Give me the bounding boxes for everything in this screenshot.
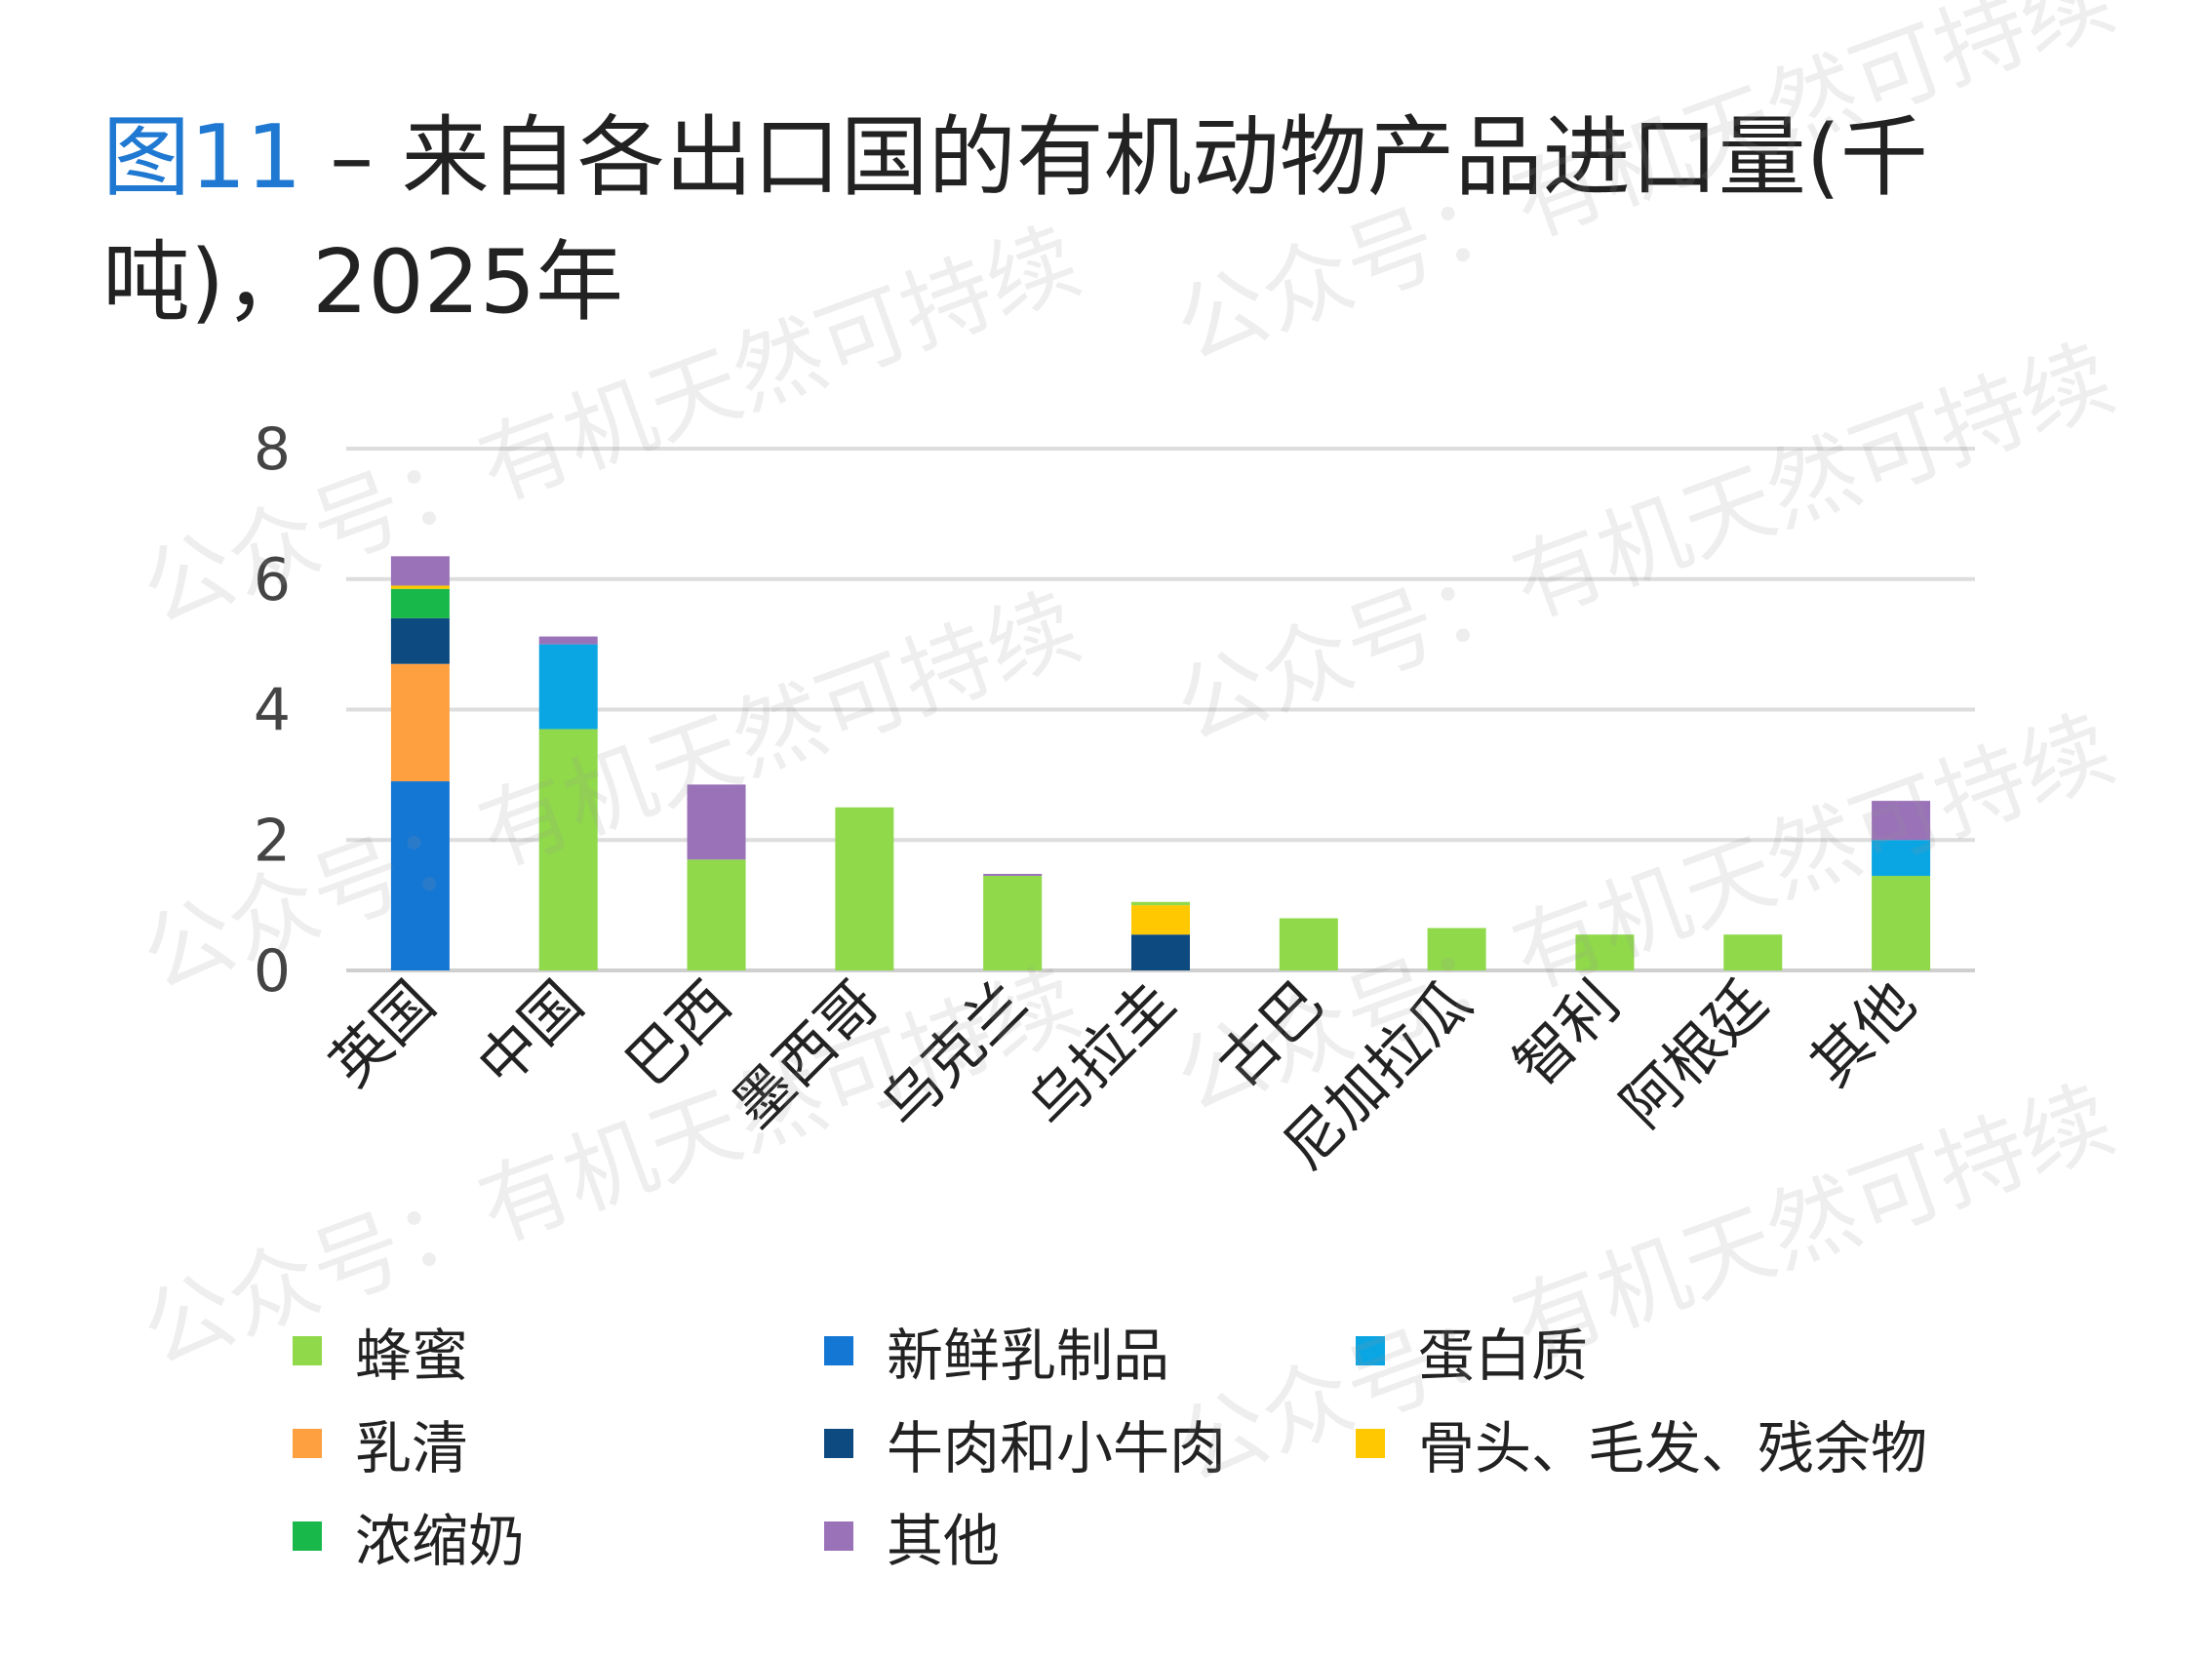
y-tick-label: 2: [254, 807, 291, 875]
y-tick-label: 0: [254, 937, 291, 1006]
bar-segment: [1131, 934, 1190, 970]
legend-item: 其他: [824, 1497, 1000, 1575]
legend-swatch: [824, 1336, 853, 1365]
bar-segment: [390, 585, 450, 589]
legend-swatch: [1356, 1429, 1385, 1458]
legend-swatch: [293, 1521, 322, 1551]
bar-segment: [1723, 934, 1783, 970]
legend-label: 乳清: [355, 1415, 469, 1481]
legend-swatch: [1356, 1336, 1385, 1365]
legend-label: 新鲜乳制品: [887, 1323, 1170, 1389]
bar-segment: [390, 663, 450, 782]
category-label: 中国: [465, 968, 596, 1099]
bar-segment: [1279, 918, 1338, 970]
bar-segment: [390, 556, 450, 586]
legend-label: 浓缩奶: [355, 1508, 526, 1574]
bars: [390, 556, 1931, 970]
bar-segment: [538, 636, 598, 645]
bar-segment: [538, 729, 598, 970]
bar-segment: [687, 859, 746, 970]
legend-label: 其他: [887, 1508, 1001, 1574]
category-label: 英国: [317, 968, 448, 1099]
bar-segment: [1872, 801, 1931, 841]
legend-item: 乳清: [293, 1404, 468, 1482]
legend-label: 骨头、毛发、残余物: [1418, 1415, 1928, 1481]
legend-swatch: [824, 1521, 853, 1551]
y-tick-label: 8: [254, 415, 291, 484]
legend-item: 蜂蜜: [293, 1312, 468, 1390]
legend-item: 新鲜乳制品: [824, 1312, 1169, 1390]
bar-segment: [390, 781, 450, 970]
legend-item: 牛肉和小牛肉: [824, 1404, 1226, 1482]
figure-label: 图11: [102, 106, 302, 209]
legend-swatch: [293, 1336, 322, 1365]
legend-label: 蛋白质: [1418, 1323, 1589, 1389]
legend-item: 蛋白质: [1356, 1312, 1588, 1390]
legend-label: 牛肉和小牛肉: [887, 1415, 1227, 1481]
bar-segment: [1131, 905, 1190, 935]
chart-title: 图11 – 来自各出口国的有机动物产品进口量(千吨)，2025年: [102, 96, 2131, 345]
legend-swatch: [293, 1429, 322, 1458]
legend-label: 蜂蜜: [355, 1323, 469, 1389]
bar-segment: [1131, 901, 1190, 906]
bar-segment: [538, 644, 598, 730]
legend-swatch: [824, 1429, 853, 1458]
bar-segment: [390, 588, 450, 618]
legend: 蜂蜜 新鲜乳制品 蛋白质乳清 牛肉和小牛肉 骨头、毛发、残余物浓缩奶 其他: [293, 1312, 2048, 1604]
bar-segment: [687, 784, 746, 860]
legend-item: 浓缩奶: [293, 1497, 525, 1575]
bar-segment: [1427, 928, 1486, 970]
category-label: 乌克兰: [868, 968, 1041, 1141]
bar-segment: [983, 874, 1043, 877]
category-label: 墨西哥: [720, 968, 892, 1141]
bar-segment: [835, 807, 894, 970]
bar-segment: [1872, 876, 1931, 970]
bar-segment: [1872, 840, 1931, 877]
title-text: – 来自各出口国的有机动物产品进口量(千吨)，2025年: [102, 106, 1928, 334]
bar-segment: [1575, 934, 1635, 970]
category-label: 阿根廷: [1608, 968, 1781, 1141]
category-label: 巴西: [613, 968, 744, 1099]
bar-segment: [390, 617, 450, 664]
gridlines: [346, 447, 1975, 972]
legend-item: 骨头、毛发、残余物: [1356, 1404, 1927, 1482]
y-tick-label: 4: [254, 677, 291, 745]
bar-segment: [983, 876, 1043, 970]
category-label: 乌拉圭: [1016, 968, 1189, 1141]
category-label: 智利: [1502, 968, 1633, 1099]
y-tick-label: 6: [254, 546, 291, 614]
category-label: 古巴: [1205, 968, 1336, 1099]
category-label: 其他: [1797, 968, 1928, 1099]
y-axis: 0 2 4 6 8: [254, 415, 291, 1006]
